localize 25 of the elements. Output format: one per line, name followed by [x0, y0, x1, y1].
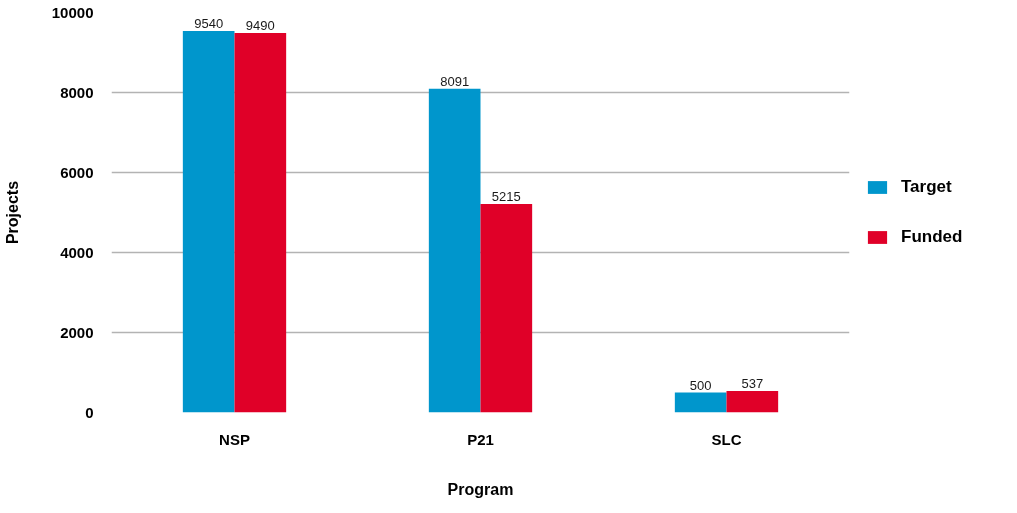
bar: [428, 88, 481, 413]
bar: [182, 30, 235, 413]
legend-label: Target: [901, 177, 952, 197]
y-axis-title: Projects: [3, 180, 21, 245]
x-tick-label: SLC: [711, 430, 742, 448]
data-label: 5215: [491, 188, 521, 204]
y-tick-label: 10000: [51, 3, 94, 21]
bar: [674, 392, 727, 413]
bar: [726, 391, 779, 413]
bar: [234, 32, 287, 413]
y-tick-label: 2000: [60, 323, 94, 341]
x-tick-label: NSP: [219, 430, 250, 448]
data-label: 537: [741, 376, 764, 392]
x-axis-title: Program: [447, 480, 514, 498]
data-label: 500: [689, 377, 712, 393]
y-tick-label: 6000: [60, 163, 94, 181]
legend-label: Funded: [901, 227, 963, 247]
data-label: 9490: [245, 17, 275, 33]
y-tick-label: 0: [85, 403, 94, 421]
data-label: 8091: [440, 73, 470, 89]
y-tick-label: 8000: [60, 83, 94, 101]
data-label: 9540: [194, 15, 224, 31]
bar: [480, 203, 533, 413]
x-tick-label: P21: [467, 430, 494, 448]
y-tick-label: 4000: [60, 243, 94, 261]
